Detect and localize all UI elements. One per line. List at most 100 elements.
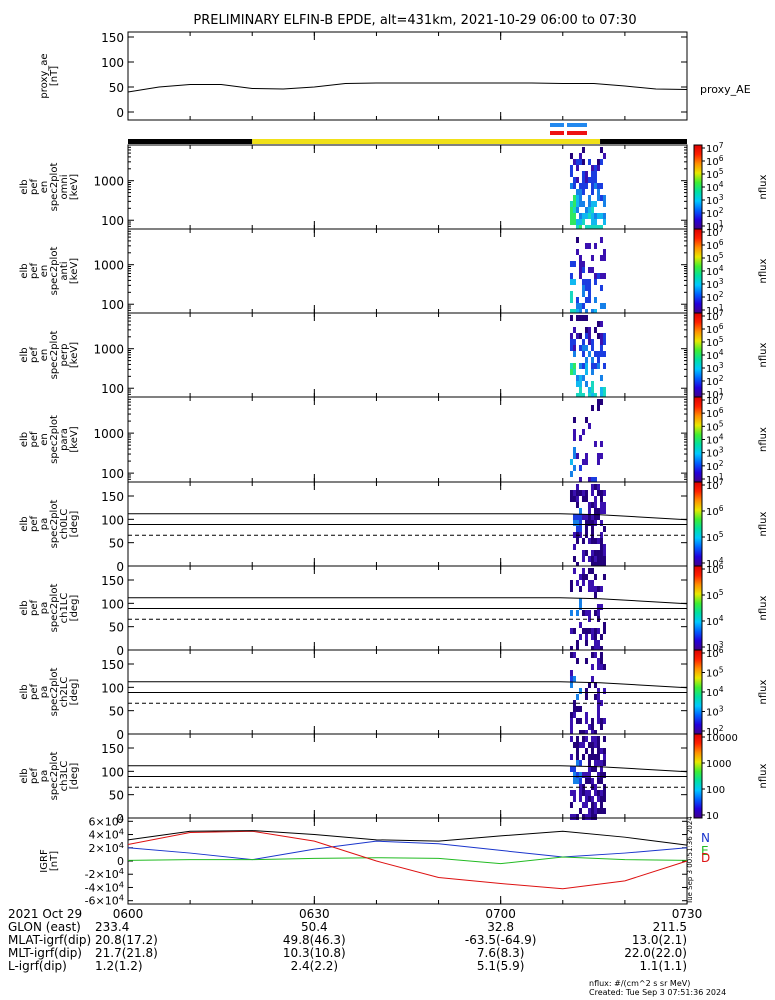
spectrogram-cell <box>569 712 573 718</box>
spectrogram-cell <box>584 688 588 694</box>
spectrogram-cell <box>590 363 594 369</box>
spectrogram-cell <box>584 796 588 802</box>
y-axis-label-line: pef <box>29 768 40 785</box>
spectrogram-cell <box>599 556 603 562</box>
spectrogram-cell <box>602 550 606 556</box>
spectrogram-cell <box>596 351 600 357</box>
spectrogram-cell <box>596 658 600 664</box>
colorbar-tick-label: 103 <box>706 193 724 207</box>
spectrogram-cell <box>596 772 600 778</box>
colorbar-tick-label: 101 <box>706 219 724 233</box>
spectrogram-cells <box>569 315 606 399</box>
science-zone-red <box>550 131 564 135</box>
spectrogram-cell <box>593 520 597 526</box>
spectrogram-cell <box>602 213 606 219</box>
spectrogram-cell <box>587 508 591 514</box>
y-tick-label: -4×104 <box>85 879 124 894</box>
spectrogram-cell <box>593 171 597 177</box>
y-axis-label-line: [deg] <box>69 679 80 706</box>
spectrogram-cell <box>575 520 579 526</box>
spectrogram-cell <box>590 664 594 670</box>
spectrogram-cell <box>578 526 582 532</box>
spectrogram-cell <box>593 219 597 225</box>
spectrogram-cell <box>578 189 582 195</box>
spectrogram-cell <box>581 496 585 502</box>
science-zone-blue <box>567 123 587 127</box>
y-axis-label-line: elb <box>19 516 30 531</box>
spectrogram-cell <box>578 363 582 369</box>
spectrogram-cell <box>599 748 603 754</box>
spectrogram-cell <box>599 652 603 658</box>
spectrogram-cell <box>569 802 573 808</box>
spectrogram-cell <box>587 796 591 802</box>
spectrogram-cell <box>572 706 576 712</box>
spectrogram-cell <box>587 477 591 483</box>
spectrogram-cell <box>596 562 600 568</box>
ephemeris-value: 1.1(1.1) <box>639 959 687 973</box>
eclipse-bar <box>128 139 253 144</box>
spectrogram-cell <box>593 201 597 207</box>
y-axis-label-line: [deg] <box>69 763 80 790</box>
spectrogram-cell <box>575 375 579 381</box>
spectrogram-cell <box>572 363 576 369</box>
y-axis-label-line: pa <box>39 518 50 530</box>
spectrogram-cell <box>581 201 585 207</box>
spectrogram-cell <box>593 177 597 183</box>
spectrogram-cell <box>602 490 606 496</box>
spectrogram-cell <box>578 706 582 712</box>
spectrogram-cell <box>593 562 597 568</box>
spectrogram-cell <box>575 201 579 207</box>
igrf-d-line <box>127 830 688 890</box>
y-axis-label-line: pa <box>39 602 50 614</box>
colorbar-tick-label: 105 <box>706 666 724 680</box>
y-axis-label-line: pa <box>39 686 50 698</box>
spectrogram-cell <box>596 664 600 670</box>
spectrogram-cell <box>596 712 600 718</box>
colorbar-label: nflux <box>758 174 769 199</box>
spectrogram-cell <box>572 207 576 213</box>
spectrogram-cell <box>593 393 597 399</box>
spectrogram-cell <box>578 393 582 399</box>
spectrogram-cell <box>590 754 594 760</box>
spectrogram-cell <box>578 574 582 580</box>
spectrogram-cell <box>578 742 582 748</box>
colorbar-tick-label: 103 <box>706 361 724 375</box>
spectrogram-cell <box>584 177 588 183</box>
spectrogram-cell <box>587 754 591 760</box>
y-tick-label: 0 <box>116 560 124 574</box>
spectrogram-cell <box>572 177 576 183</box>
ephemeris-value: 233.4 <box>95 920 129 934</box>
colorbar-tick-label: 106 <box>706 406 724 420</box>
spectrogram-cell <box>584 207 588 213</box>
spectrogram-cell <box>575 453 579 459</box>
spectrogram-cell <box>575 249 579 255</box>
spectrogram-cell <box>599 387 603 393</box>
spectrogram-cell <box>584 628 588 634</box>
spectrogram-cell <box>593 556 597 562</box>
spectrogram-cell <box>584 363 588 369</box>
spectrogram-cell <box>593 225 597 231</box>
footer-created: Created: Tue Sep 3 07:51:36 2024 <box>589 988 727 997</box>
spectrogram-cell <box>581 303 585 309</box>
spectrogram-cell <box>569 682 573 688</box>
spectrogram-cell <box>581 291 585 297</box>
spectrogram-cell <box>590 201 594 207</box>
spectrogram-cell <box>596 754 600 760</box>
spectrogram-cell <box>587 568 591 574</box>
spectrogram-cell <box>569 586 573 592</box>
spectrogram-cell <box>572 453 576 459</box>
spectrogram-cell <box>584 640 588 646</box>
y-axis-label-line: proxy_ae <box>39 53 50 98</box>
spectrogram-cell <box>572 183 576 189</box>
spectrogram-cell <box>572 520 576 526</box>
igrf-e-line <box>127 856 688 865</box>
spectrogram-cell <box>587 586 591 592</box>
spectrogram-cell <box>587 267 591 273</box>
spectrogram-cell <box>593 243 597 249</box>
y-axis-label-line: elb <box>19 600 30 615</box>
spectrogram-cell <box>590 490 594 496</box>
spectrogram-cell <box>587 520 591 526</box>
spectrogram-cell <box>590 381 594 387</box>
spectrogram-cell <box>602 387 606 393</box>
